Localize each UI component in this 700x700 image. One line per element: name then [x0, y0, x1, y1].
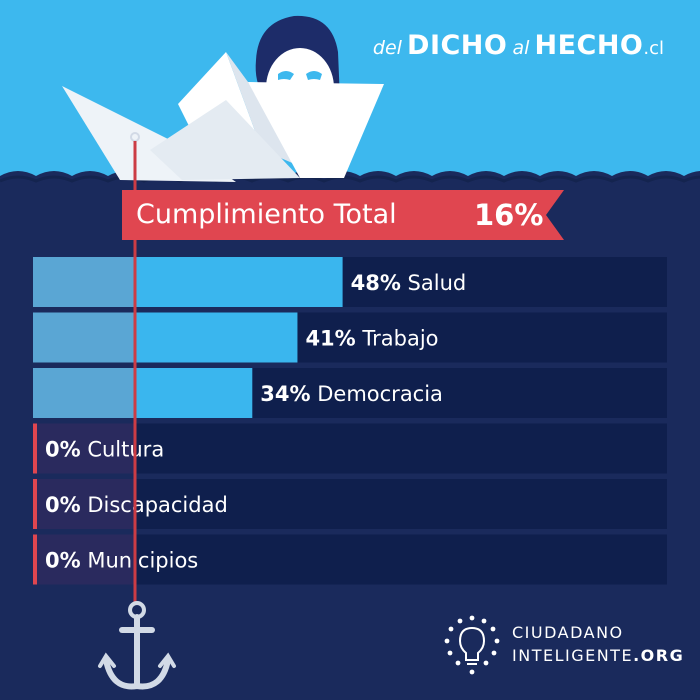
- bars-layer: 48% Salud 41% Trabajo 34% Democracia 0% Cul…: [33, 257, 667, 585]
- bar-value-cultura: 0%: [45, 438, 81, 462]
- bar-label-salud: 48% Salud: [351, 271, 467, 295]
- org-name-line1: CIUDADANO: [512, 623, 624, 642]
- anchor-icon: [98, 601, 176, 690]
- org-name-suffix: .ORG: [633, 646, 685, 665]
- bar-overlap-trabajo: [33, 312, 135, 363]
- zero-marker-municipios: [33, 534, 37, 585]
- total-banner: Cumplimiento Total 16%: [122, 190, 564, 240]
- bar-overlap-democracia: [33, 368, 135, 418]
- org-name-line2: INTELIGENTE.ORG: [512, 646, 684, 665]
- logo-word-del: del: [372, 37, 402, 59]
- lightbulb-icon: [444, 615, 500, 675]
- zero-marker-discapacidad: [33, 479, 37, 529]
- logo-word-hecho: HECHO: [534, 30, 644, 61]
- logo-word-al: al: [512, 37, 530, 59]
- site-logo: del DICHO al HECHO.cl: [373, 30, 664, 61]
- bar-category-democracia: Democracia: [311, 382, 443, 406]
- bar-overlap-salud: [33, 257, 135, 307]
- bar-shade-cultura: [33, 423, 135, 474]
- bar-label-democracia: 34% Democracia: [260, 382, 443, 406]
- bar-category-discapacidad: Discapacidad: [81, 493, 228, 517]
- sea-wave-highlights: [0, 175, 700, 183]
- org-logo: CIUDADANO INTELIGENTE.ORG: [440, 614, 683, 676]
- bar-label-cultura: 0% Cultura: [45, 438, 164, 462]
- bar-value-salud: 48%: [351, 271, 401, 295]
- bar-value-discapacidad: 0%: [45, 493, 81, 517]
- bar-value-municipios: 0%: [45, 549, 81, 573]
- bar-category-salud: Salud: [401, 271, 466, 295]
- org-name-main: INTELIGENTE: [512, 646, 634, 665]
- bar-shade-discapacidad: [33, 479, 135, 529]
- bar-row-background: [33, 423, 667, 474]
- bar-category-municipios: Municipios: [81, 549, 199, 573]
- bar-value-trabajo: 41%: [305, 327, 355, 351]
- zero-marker-cultura: [33, 423, 37, 474]
- total-label: Cumplimiento Total: [136, 199, 397, 230]
- bar-label-trabajo: 41% Trabajo: [305, 327, 438, 351]
- bar-category-trabajo: Trabajo: [356, 327, 439, 351]
- logo-tld: .cl: [643, 38, 664, 59]
- bar-value-democracia: 34%: [260, 382, 310, 406]
- face-shadow: [278, 71, 322, 80]
- bar-shade-municipios: [33, 534, 135, 585]
- bar-label-discapacidad: 0% Discapacidad: [45, 493, 228, 517]
- paper-boat: [62, 52, 384, 182]
- bar-label-municipios: 0% Municipios: [45, 549, 198, 573]
- bar-row-background: [33, 534, 667, 585]
- bar-category-cultura: Cultura: [81, 438, 165, 462]
- banner-shape: [122, 190, 564, 240]
- bar-row-background: [33, 479, 667, 529]
- logo-word-dicho: DICHO: [407, 30, 508, 61]
- total-value: 16%: [474, 198, 544, 232]
